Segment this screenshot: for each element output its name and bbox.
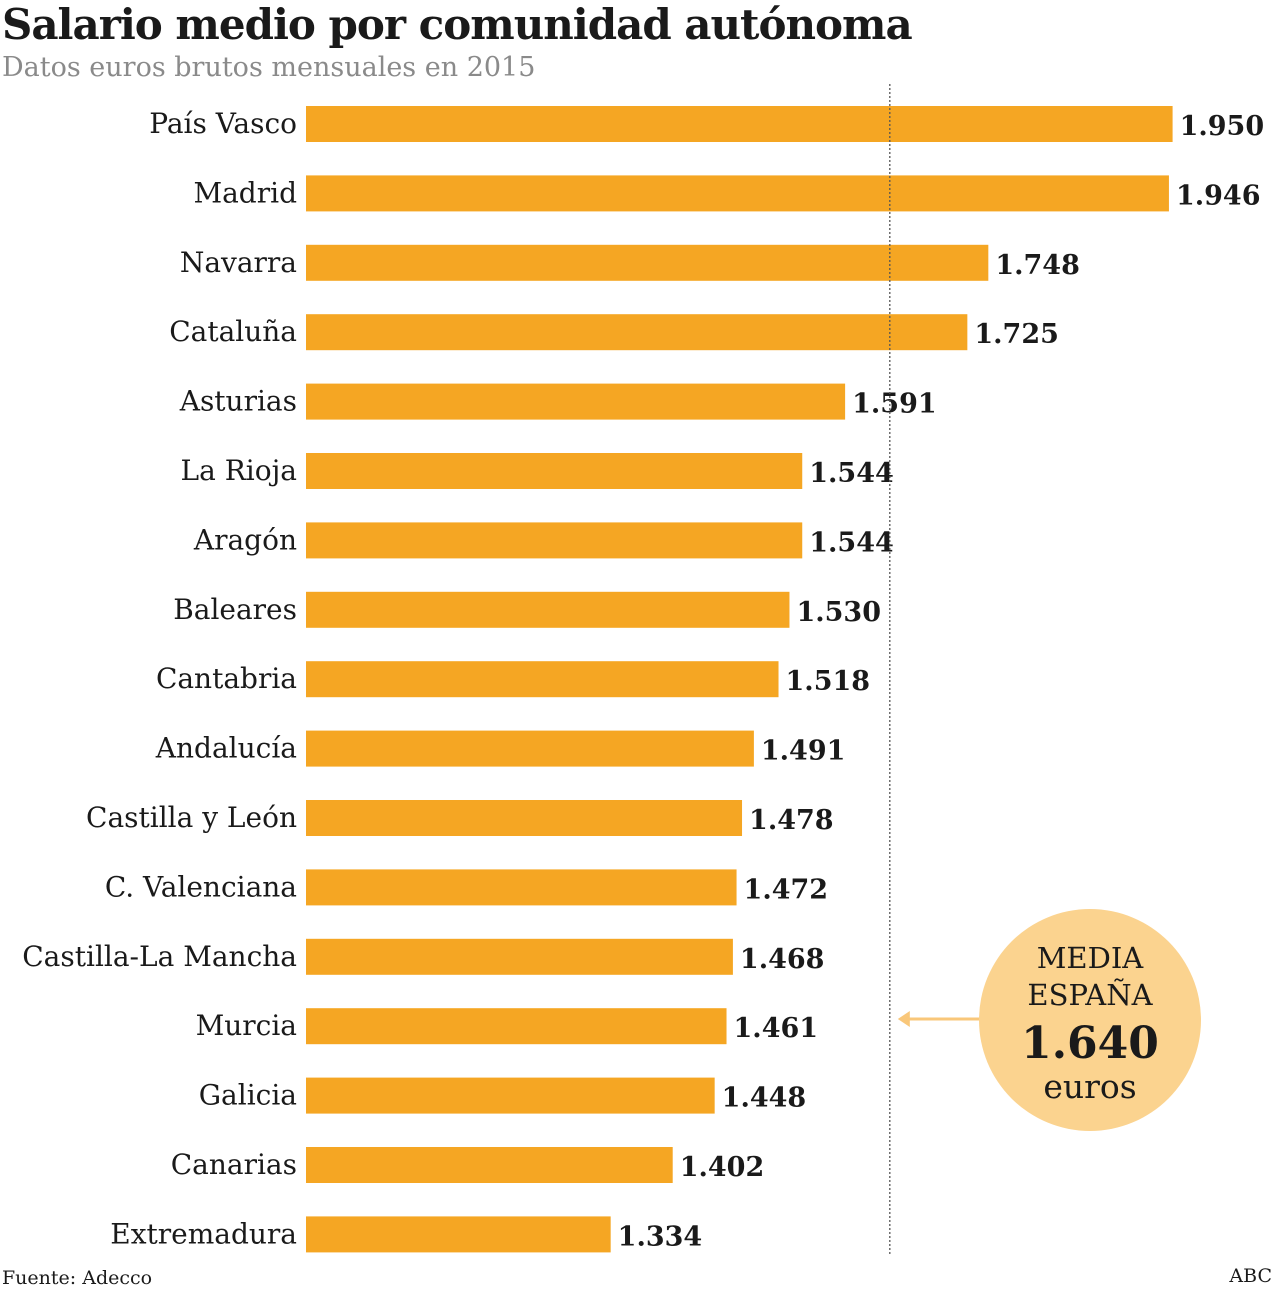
category-label: Aragón [193, 523, 297, 556]
average-badge-unit: euros [1043, 1067, 1136, 1106]
value-label: 1.402 [680, 1152, 765, 1183]
category-label: Cantabria [156, 662, 297, 695]
bar [306, 1008, 727, 1045]
value-label: 1.491 [761, 736, 846, 767]
chart-subtitle: Datos euros brutos mensuales en 2015 [2, 52, 536, 83]
value-label: 1.472 [744, 874, 829, 905]
value-label: 1.518 [786, 666, 871, 697]
bar [306, 383, 846, 420]
category-label: Baleares [173, 593, 297, 626]
value-label: 1.591 [852, 389, 937, 420]
bar [306, 1147, 673, 1183]
value-label: 1.448 [722, 1083, 807, 1114]
category-label: C. Valenciana [105, 870, 297, 903]
bar [306, 106, 1173, 142]
bar [306, 1216, 611, 1253]
bar [306, 661, 779, 698]
category-label: País Vasco [149, 107, 297, 140]
category-label: Canarias [171, 1148, 297, 1181]
value-label: 1.334 [618, 1221, 703, 1252]
bar [306, 522, 803, 559]
category-label: La Rioja [181, 454, 297, 487]
category-label: Cataluña [169, 315, 297, 348]
bar [306, 244, 989, 281]
credit-logo: ABC [1229, 1265, 1272, 1287]
average-badge-value: 1.640 [1021, 1018, 1159, 1069]
category-label: Asturias [179, 385, 297, 418]
average-badge-circle [979, 909, 1201, 1131]
category-label: Galicia [199, 1079, 297, 1112]
source-note: Fuente: Adecco [2, 1267, 153, 1289]
bar [306, 591, 790, 628]
value-label: 1.530 [796, 597, 881, 628]
bar [306, 730, 754, 767]
bar [306, 453, 803, 489]
average-badge: MEDIA ESPAÑA 1.640 euros [979, 909, 1201, 1131]
category-label: Castilla y León [86, 801, 297, 834]
average-badge-label-line2: ESPAÑA [1027, 977, 1153, 1012]
bar [306, 869, 737, 906]
category-label: Madrid [193, 176, 297, 209]
category-label: Navarra [180, 246, 297, 279]
reference-line-layer [889, 84, 980, 1254]
category-label: Extremadura [110, 1217, 297, 1250]
value-label: 1.478 [749, 805, 834, 836]
value-label: 1.544 [809, 527, 894, 558]
value-label: 1.748 [995, 250, 1080, 281]
bar [306, 1077, 715, 1114]
value-label: 1.461 [734, 1013, 819, 1044]
category-label: Murcia [196, 1009, 297, 1042]
bar [306, 800, 743, 836]
bar [306, 314, 968, 351]
value-label: 1.950 [1180, 111, 1265, 142]
bar [306, 938, 733, 975]
value-label: 1.544 [809, 458, 894, 489]
chart-title: Salario medio por comunidad autónoma [2, 0, 913, 49]
bar [306, 175, 1169, 212]
category-label: Andalucía [155, 732, 297, 765]
value-label: 1.725 [974, 319, 1059, 350]
average-badge-label-line1: MEDIA [1037, 941, 1145, 975]
category-label: Castilla-La Mancha [22, 940, 297, 973]
value-label: 1.946 [1176, 180, 1261, 211]
value-label: 1.468 [740, 944, 825, 975]
bars-layer: País Vasco 1.950 Madrid 1.946 Navarra 1.748 Ca… [22, 106, 1265, 1253]
average-arrow-head [897, 1011, 910, 1027]
